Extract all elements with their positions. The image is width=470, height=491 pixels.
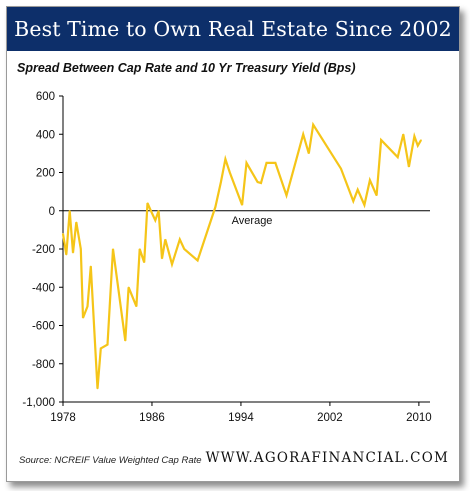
data-point bbox=[274, 162, 277, 164]
x-tick-label: 2002 bbox=[317, 412, 343, 424]
data-point bbox=[302, 133, 304, 135]
data-point bbox=[65, 254, 67, 256]
x-tick-label: 1986 bbox=[139, 412, 165, 424]
data-point bbox=[146, 202, 149, 204]
y-tick-label: 0 bbox=[49, 206, 55, 218]
chart-title: Best Time to Own Real Estate Since 2002 bbox=[14, 17, 452, 41]
x-tick-label: 1994 bbox=[228, 412, 254, 424]
spread-line bbox=[61, 121, 423, 389]
data-point bbox=[90, 265, 92, 267]
data-point bbox=[229, 171, 231, 174]
data-point bbox=[179, 238, 181, 241]
data-point bbox=[352, 200, 354, 202]
y-tick-label: -400 bbox=[32, 282, 55, 294]
data-point bbox=[72, 252, 74, 254]
data-point bbox=[196, 259, 199, 262]
data-point bbox=[241, 204, 243, 206]
data-point bbox=[376, 194, 378, 197]
data-point bbox=[86, 305, 89, 307]
average-label: Average bbox=[232, 215, 273, 227]
data-point bbox=[224, 158, 226, 160]
data-point bbox=[417, 145, 419, 147]
data-point bbox=[62, 233, 64, 235]
website-link[interactable]: WWW.AGORAFINANCIAL.COM bbox=[205, 450, 449, 466]
data-point bbox=[80, 248, 82, 250]
data-point bbox=[214, 206, 216, 208]
data-point bbox=[402, 133, 404, 135]
y-tick-label: 600 bbox=[36, 91, 55, 103]
data-point bbox=[143, 261, 145, 263]
data-point bbox=[408, 166, 410, 168]
data-point bbox=[150, 210, 152, 212]
chart-axes: Average bbox=[62, 96, 430, 403]
data-point bbox=[363, 204, 365, 206]
data-point bbox=[265, 162, 268, 164]
chart-card: Best Time to Own Real Estate Since 2002 … bbox=[6, 6, 460, 482]
data-point bbox=[161, 257, 163, 260]
data-point bbox=[112, 248, 114, 250]
title-bar: Best Time to Own Real Estate Since 2002 bbox=[7, 7, 459, 51]
data-point bbox=[135, 305, 137, 307]
data-point bbox=[82, 317, 84, 319]
data-point bbox=[413, 135, 416, 137]
data-point bbox=[285, 194, 288, 197]
data-point bbox=[128, 286, 130, 288]
y-tick-label: -1,000 bbox=[22, 397, 55, 409]
data-point bbox=[124, 340, 126, 342]
data-point bbox=[106, 344, 109, 346]
data-point bbox=[183, 248, 185, 250]
y-tick-label: -800 bbox=[32, 359, 55, 371]
chart-ticks: 600 400 200 0 -200 -400 -600 -800 -1,000 1978 1986… bbox=[22, 91, 431, 424]
data-point bbox=[164, 238, 166, 241]
data-point bbox=[100, 347, 102, 350]
y-tick-label: 400 bbox=[36, 129, 55, 141]
x-tick-label: 1978 bbox=[50, 412, 76, 424]
line-chart: Average 600 400 200 0 -200 -400 -600 -800 -1,000… bbox=[22, 91, 431, 424]
data-point bbox=[245, 162, 248, 164]
data-point bbox=[69, 210, 71, 212]
data-point bbox=[96, 388, 99, 390]
data-point bbox=[260, 182, 262, 184]
data-point bbox=[312, 124, 314, 126]
data-point bbox=[270, 162, 272, 164]
data-point bbox=[220, 181, 222, 183]
source-note: Source: NCREIF Value Weighted Cap Rate bbox=[19, 455, 202, 466]
data-point bbox=[308, 152, 310, 154]
data-point bbox=[397, 156, 399, 158]
data-point bbox=[75, 221, 77, 223]
y-tick-label: 200 bbox=[36, 168, 55, 180]
y-tick-label: -600 bbox=[32, 321, 55, 333]
data-point bbox=[139, 248, 141, 250]
data-point bbox=[380, 139, 382, 141]
data-point bbox=[420, 139, 422, 141]
data-point bbox=[369, 179, 371, 181]
data-point bbox=[257, 181, 259, 183]
data-point bbox=[154, 219, 156, 221]
x-tick-label: 2010 bbox=[406, 412, 432, 424]
chart-series bbox=[61, 121, 423, 390]
chart-subtitle: Spread Between Cap Rate and 10 Yr Treasu… bbox=[17, 61, 356, 75]
data-point bbox=[340, 168, 342, 170]
data-point bbox=[158, 210, 160, 212]
y-tick-label: -200 bbox=[32, 244, 55, 256]
data-point bbox=[357, 189, 359, 191]
data-point bbox=[171, 263, 173, 265]
